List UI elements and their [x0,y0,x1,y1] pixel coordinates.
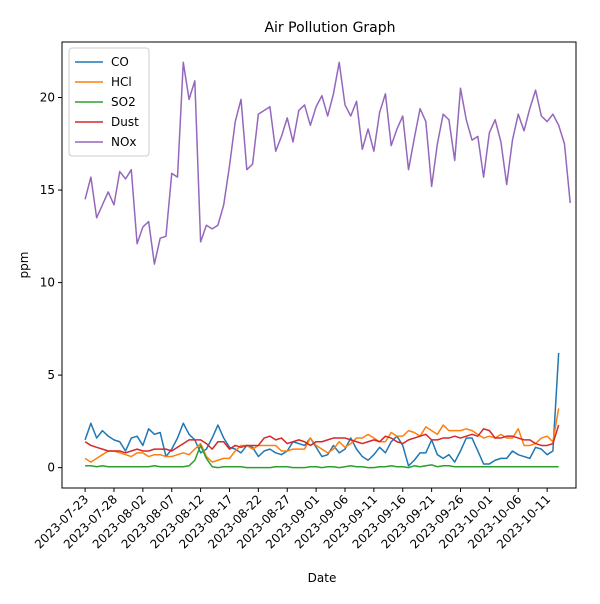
legend-label: SO2 [111,95,136,109]
series-group [84,61,571,469]
legend-box [68,47,150,157]
y-tick-label: 15 [40,183,55,197]
y-tick-label: 10 [40,276,55,290]
legend: CO HCl SO2 Dust NOx [68,47,150,157]
legend-label: Dust [111,115,139,129]
y-axis: 0 5 10 15 20 [40,91,62,475]
series-line-so2 [85,444,559,469]
legend-label: CO [111,55,129,69]
x-axis-label: Date [308,571,337,585]
series-line-dust [84,424,560,454]
plot-frame [61,41,577,489]
y-tick-label: 0 [47,461,55,475]
x-axis: 2023-07-232023-07-282023-08-022023-08-07… [32,488,553,551]
legend-label: HCl [111,75,132,89]
y-tick-label: 5 [47,368,55,382]
y-tick-label: 20 [40,91,55,105]
chart-title: Air Pollution Graph [264,20,395,36]
series-line-hcl [84,408,560,463]
y-axis-label: ppm [17,252,31,279]
legend-label: NOx [111,135,137,149]
series-line-nox [84,61,571,265]
